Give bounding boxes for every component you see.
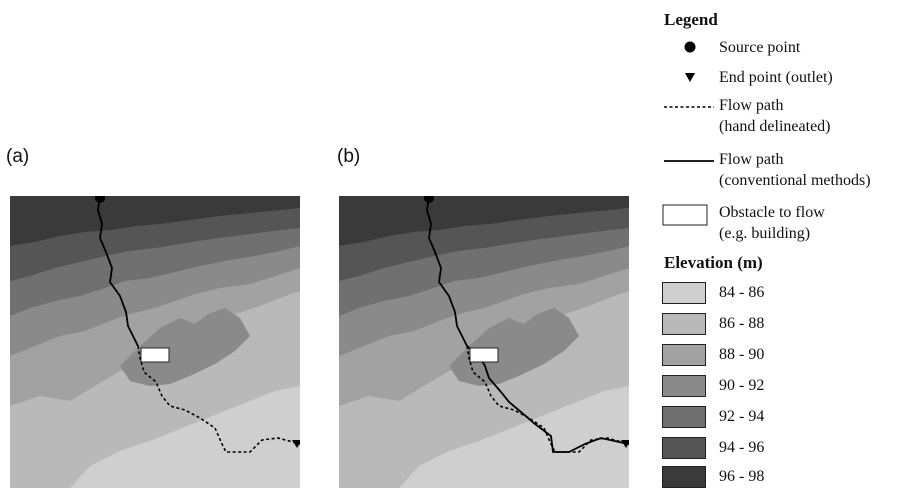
legend-label-obstacle-sub: (e.g. building) (719, 225, 811, 242)
elevation-band (449, 308, 579, 386)
solid-line-icon (662, 149, 714, 171)
dashed-line-icon (662, 95, 714, 117)
legend-label-obstacle: Obstacle to flow (e.g. building) (719, 202, 825, 244)
elevation-class-6: 94 - 96 (662, 437, 908, 465)
legend-label-flow-path-conventional-sub: (conventional methods) (719, 172, 871, 189)
legend-label-obstacle-main: Obstacle to flow (719, 204, 825, 221)
elevation-class-label: 96 - 98 (719, 468, 765, 485)
end-point-outlet (621, 440, 629, 448)
end-point-icon (662, 67, 714, 89)
elevation-swatch (662, 282, 706, 304)
elevation-swatch (662, 344, 706, 366)
legend-label-end-point: End point (outlet) (719, 69, 833, 86)
panel-label-b: (b) (337, 146, 361, 167)
elevation-class-7: 96 - 98 (662, 466, 908, 494)
elevation-band-84-86 (70, 386, 300, 488)
panel-label-a: (a) (6, 146, 30, 167)
legend-label-flow-path-hand-sub: (hand delineated) (719, 118, 831, 135)
end-point-outlet (292, 440, 300, 448)
flow-path-upstream (426, 196, 468, 347)
legend-label-flow-path-conventional: Flow path (conventional methods) (719, 149, 871, 191)
elevation-class-label: 90 - 92 (719, 377, 765, 394)
elevation-class-label: 88 - 90 (719, 346, 765, 363)
elevation-swatch (662, 375, 706, 397)
legend: Legend Source point End point (outlet) F… (662, 6, 908, 488)
legend-label-source-point: Source point (719, 39, 801, 56)
elevation-class-label: 92 - 94 (719, 408, 765, 425)
elevation-map-b (339, 196, 629, 488)
obstacle-building (469, 347, 499, 363)
legend-label-flow-path-hand-main: Flow path (719, 97, 784, 114)
source-point (424, 196, 434, 203)
elevation-band-84-86 (399, 386, 629, 488)
map-a-svg (10, 196, 300, 488)
obstacle-building (140, 347, 170, 363)
legend-title: Legend (664, 10, 718, 29)
elevation-swatch (662, 313, 706, 335)
flow-path-upstream (97, 196, 139, 347)
elevation-map-a (10, 196, 300, 488)
elevation-class-1: 84 - 86 (662, 282, 908, 310)
elevation-class-2: 86 - 88 (662, 313, 908, 341)
elevation-class-label: 84 - 86 (719, 284, 765, 301)
source-point (95, 196, 105, 203)
elevation-class-label: 86 - 88 (719, 315, 765, 332)
obstacle-icon (662, 202, 714, 226)
source-point-icon (662, 37, 714, 59)
map-b-svg (339, 196, 629, 488)
elevation-class-label: 94 - 96 (719, 439, 765, 456)
flow-path-conventional (466, 345, 629, 453)
elevation-band (120, 308, 250, 386)
flow-path-hand-delineated (137, 345, 300, 453)
elevation-title: Elevation (m) (664, 253, 763, 272)
legend-label-flow-path-hand: Flow path (hand delineated) (719, 95, 831, 137)
elevation-swatch (662, 406, 706, 428)
elevation-swatch (662, 466, 706, 488)
elevation-class-5: 92 - 94 (662, 406, 908, 434)
elevation-class-4: 90 - 92 (662, 375, 908, 403)
elevation-swatch (662, 437, 706, 459)
elevation-class-3: 88 - 90 (662, 344, 908, 372)
legend-label-flow-path-conventional-main: Flow path (719, 151, 784, 168)
